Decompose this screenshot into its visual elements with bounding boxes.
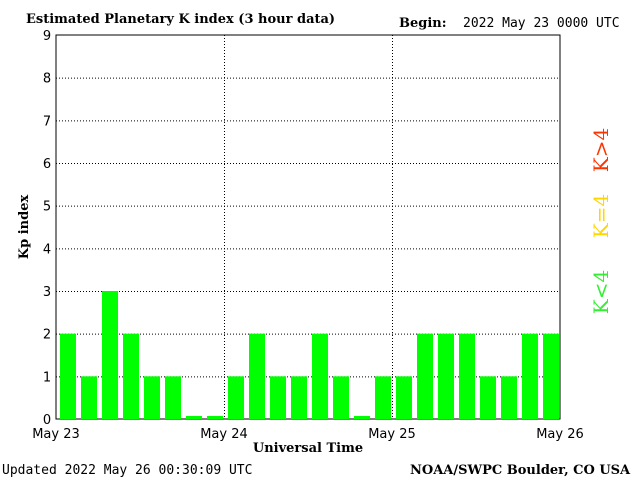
kp-bar [522,333,538,419]
begin-value: 2022 May 23 0000 UTC [463,16,620,31]
y-tick-label: 9 [43,29,51,44]
kp-bar [81,376,97,419]
kp-bar [228,376,244,419]
kp-bar [354,416,370,419]
y-tick-label: 7 [43,114,51,129]
kp-bar [417,333,433,419]
source-credit: NOAA/SWPC Boulder, CO USA [410,463,631,478]
x-axis-label: Universal Time [253,441,363,456]
updated-timestamp: Updated 2022 May 26 00:30:09 UTC [2,463,252,478]
kp-bar [60,333,76,419]
y-tick-label: 1 [43,370,51,385]
x-tick-label: May 25 [368,427,416,442]
y-axis-label: Kp index [17,195,32,260]
kp-bar [144,376,160,419]
y-tick-label: 8 [43,72,51,87]
kp-bar [270,376,286,419]
kp-bar [165,376,181,419]
chart-title: Estimated Planetary K index (3 hour data… [26,12,335,27]
kp-bar [102,291,118,419]
x-tick-label: May 24 [200,427,248,442]
kp-bar [501,376,517,419]
y-tick-labels: 0 1 2 3 4 5 6 7 8 9 [43,29,51,428]
kp-bar [333,376,349,419]
y-tick-label: 5 [43,200,51,215]
kp-bar [186,416,202,419]
y-tick-label: 2 [43,328,51,343]
bars-group [60,291,559,419]
y-tick-label: 0 [43,413,51,428]
kp-bar [459,333,475,419]
y-tick-label: 6 [43,157,51,172]
kp-bar [312,333,328,419]
x-tick-label: May 23 [32,427,80,442]
kp-bar [480,376,496,419]
kp-bar [249,333,265,419]
begin-label: Begin: [399,16,447,31]
kp-bar [207,416,223,419]
x-tick-labels: May 23 May 24 May 25 May 26 [32,427,584,442]
legend-k-below-4: K<4 [589,270,613,314]
legend-k-above-4: K>4 [589,128,613,172]
grid-lines [56,35,560,419]
kp-bar [375,376,391,419]
legend-k-equal-4: K=4 [589,194,613,238]
kp-bar [123,333,139,419]
kp-bar [543,333,559,419]
plot-frame [55,34,561,420]
x-tick-label: May 26 [536,427,584,442]
kp-bar [396,376,412,419]
y-tick-label: 3 [43,285,51,300]
kp-bar [291,376,307,419]
y-tick-label: 4 [43,242,51,257]
kp-bar [438,333,454,419]
